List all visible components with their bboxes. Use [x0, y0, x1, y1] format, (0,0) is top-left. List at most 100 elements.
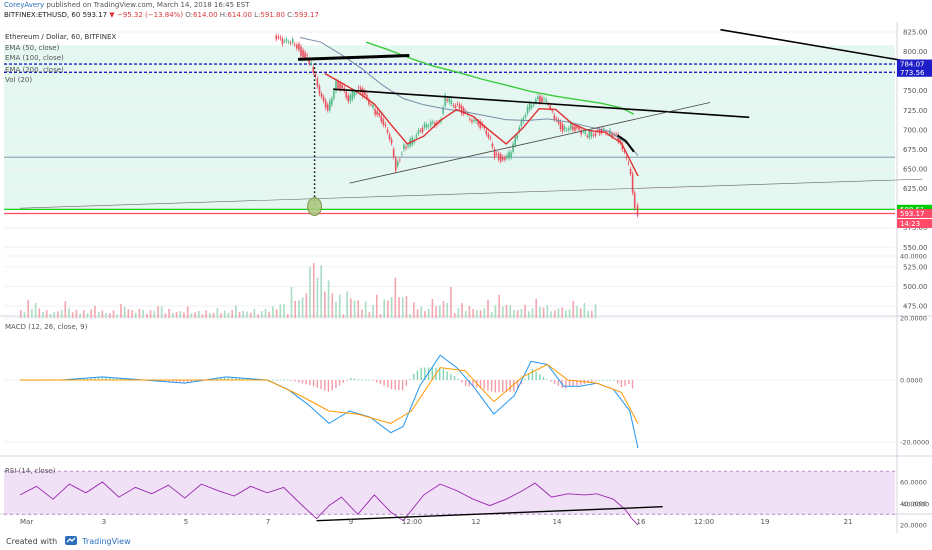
tradingview-brand[interactable]: TradingView: [82, 537, 131, 546]
candle-body: [298, 43, 300, 50]
macd-histogram-bar: [231, 377, 233, 380]
candle-body: [508, 151, 510, 159]
trendline[interactable]: [349, 102, 711, 184]
macd-histogram-bar: [413, 373, 415, 380]
candle-body: [491, 143, 494, 148]
volume-bar: [286, 314, 289, 318]
volume-bar: [505, 304, 508, 318]
candle-body: [285, 38, 288, 42]
macd-histogram-bar: [223, 377, 226, 380]
target-ellipse[interactable]: [307, 197, 323, 217]
time-tick-label: 21: [844, 518, 853, 526]
trendline[interactable]: [298, 53, 410, 61]
candle-body: [633, 192, 636, 209]
macd-histogram-bar: [546, 379, 548, 381]
candle-body: [572, 126, 574, 130]
candle-body: [378, 113, 381, 116]
candle-body: [473, 119, 475, 122]
open-value: 614.00: [193, 11, 218, 19]
tradingview-logo-icon[interactable]: [64, 536, 77, 547]
volume-bar: [394, 277, 397, 318]
macd-histogram-bar: [605, 380, 608, 381]
rsi-line: [19, 481, 639, 526]
candle-body: [545, 99, 547, 102]
volume-bar: [379, 314, 382, 318]
rsi-legend[interactable]: RSI (14, close): [5, 467, 56, 475]
volume-bar: [197, 310, 200, 318]
volume-bar: [142, 310, 144, 318]
volume-bar: [127, 308, 130, 318]
macd-tick-label: 20.0000: [900, 315, 927, 323]
macd-histogram-bar: [164, 380, 167, 382]
macd-histogram-bar: [464, 380, 467, 387]
chart-header: CoreyAvery published on TradingView.com,…: [0, 0, 932, 22]
volume-legend[interactable]: Vol (20): [5, 76, 33, 84]
high-label: H:: [219, 11, 228, 19]
trendline[interactable]: [720, 28, 911, 63]
time-tick-label: 3: [102, 518, 106, 526]
candle-body: [584, 131, 587, 134]
trendline[interactable]: [19, 178, 923, 209]
macd-histogram-bar: [75, 378, 78, 380]
volume-bar: [38, 308, 41, 318]
volume-bar: [420, 306, 423, 318]
volume-bar: [553, 310, 556, 318]
time-tick-label: 9: [349, 518, 353, 526]
candle-body: [388, 134, 391, 140]
candle-body: [574, 126, 576, 131]
macd-pane: [20, 354, 639, 449]
candle-body: [312, 67, 315, 73]
candle-body: [417, 130, 420, 134]
macd-histogram-bar: [90, 377, 92, 380]
volume-bar: [138, 308, 141, 318]
candle-body: [370, 104, 372, 105]
macd-histogram-bar: [598, 380, 600, 381]
candle-body: [308, 59, 310, 64]
macd-legend[interactable]: MACD (12, 26, close, 9): [5, 323, 88, 331]
volume-bar: [435, 306, 437, 318]
candle-body: [320, 93, 323, 97]
volume-bar: [401, 297, 404, 318]
volume-bar: [164, 313, 167, 318]
created-with: Created with TradingView: [6, 536, 131, 547]
trendlines-layer[interactable]: [19, 28, 923, 217]
trendline[interactable]: [624, 140, 635, 153]
volume-bar: [439, 305, 441, 318]
candle-body: [458, 104, 461, 109]
publisher-name[interactable]: CoreyAvery: [4, 1, 45, 9]
macd-histogram-bar: [383, 380, 385, 386]
volume-bar: [375, 294, 378, 318]
macd-histogram-bar: [620, 380, 623, 387]
rsi-trendline[interactable]: [316, 506, 663, 522]
macd-histogram-bar: [172, 380, 174, 383]
macd-histogram-bar: [249, 378, 252, 380]
macd-histogram-bar: [550, 380, 552, 382]
volume-bar: [64, 301, 67, 318]
macd-histogram-bar: [420, 367, 422, 380]
trendline[interactable]: [333, 88, 750, 119]
ohlc-info: BITFINEX:ETHUSD, 60 593.17 ▼ −95.32 (−13…: [4, 11, 319, 19]
volume-bar: [542, 307, 545, 318]
price-series-layer: [275, 33, 639, 218]
trendline[interactable]: [616, 134, 627, 142]
candle-body: [582, 130, 584, 132]
macd-histogram-bar: [320, 380, 322, 390]
macd-histogram-bar: [524, 378, 526, 380]
price-tick-label: 625.00: [903, 185, 928, 193]
price-tick-label: 700.00: [903, 126, 928, 134]
volume-bar: [242, 310, 245, 318]
price-chart[interactable]: 825.00800.00775.00750.00725.00700.00675.…: [0, 22, 932, 533]
volume-bar: [427, 308, 430, 318]
candle-body: [357, 87, 360, 89]
macd-histogram-bar: [123, 378, 126, 380]
candle-body: [489, 137, 492, 139]
ema100-legend[interactable]: EMA (100, close): [5, 54, 64, 62]
candle-body: [374, 109, 376, 115]
volume-bar: [146, 313, 148, 318]
volume-bar: [557, 308, 560, 318]
candle-body: [349, 95, 352, 102]
ema50-legend[interactable]: EMA (50, close): [5, 44, 60, 52]
ema200-legend[interactable]: EMA (200, close): [5, 66, 64, 74]
candle-body: [502, 156, 504, 160]
